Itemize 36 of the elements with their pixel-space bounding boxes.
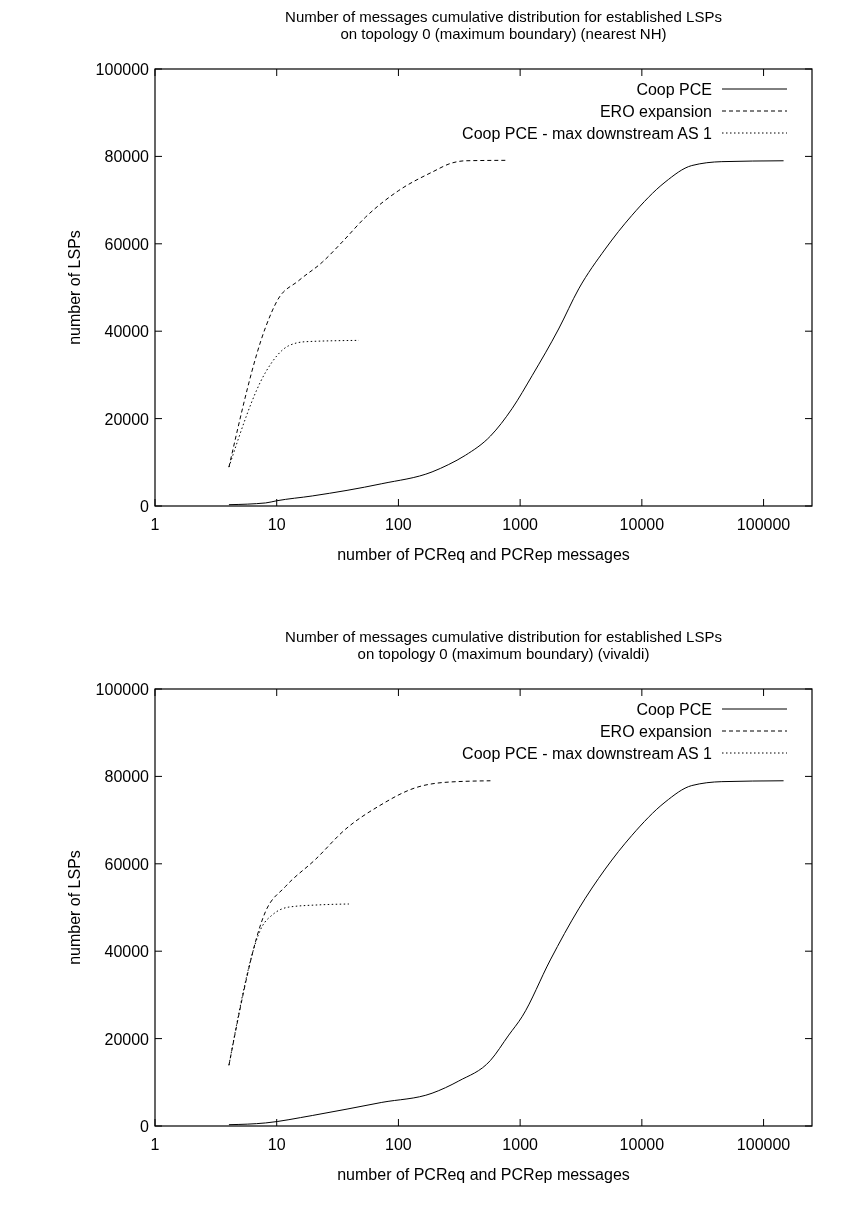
x-tick-label: 1 — [150, 516, 160, 533]
y-tick-label: 100000 — [95, 681, 150, 698]
x-tick-label: 10 — [267, 1136, 286, 1153]
y-tick-label: 80000 — [104, 148, 150, 166]
x-tick-label: 10 — [267, 516, 286, 533]
y-tick-label: 80000 — [104, 768, 150, 786]
x-axis-title: number of PCReq and PCRep messages — [337, 546, 630, 563]
x-tick-label: 100000 — [736, 1136, 791, 1153]
x-tick-label: 10000 — [619, 516, 665, 533]
y-tick-label: 0 — [140, 498, 150, 515]
x-tick-label: 10000 — [619, 1136, 665, 1153]
x-tick-label: 1 — [150, 1136, 160, 1153]
x-tick-label: 1000 — [502, 1136, 539, 1153]
x-tick-label: 1000 — [502, 516, 539, 533]
y-tick-label: 60000 — [104, 235, 150, 253]
legend-label: Coop PCE — [636, 701, 712, 718]
x-tick-label: 100 — [385, 1136, 412, 1153]
y-tick-label: 100000 — [95, 61, 150, 78]
x-tick-label: 100000 — [736, 516, 791, 533]
x-tick-label: 100 — [385, 516, 412, 533]
y-tick-label: 40000 — [104, 943, 150, 961]
legend-label: Coop PCE - max downstream AS 1 — [462, 745, 713, 762]
legend-label: ERO expansion — [599, 723, 712, 740]
chart-title: Number of messages cumulative distribution for established LSPs on topology 0 (maximum boundary) (vivaldi) — [285, 628, 722, 662]
y-tick-label: 20000 — [104, 410, 150, 428]
y-axis-title: number of LSPs — [66, 230, 83, 345]
y-tick-label: 0 — [140, 1118, 150, 1135]
y-tick-label: 20000 — [104, 1030, 150, 1048]
y-tick-label: 60000 — [104, 855, 150, 873]
chart-title: Number of messages cumulative distribution for established LSPs on topology 0 (maximum boundary) (nearest NH) — [285, 8, 722, 42]
y-tick-label: 40000 — [104, 323, 150, 341]
legend-label: ERO expansion — [599, 103, 712, 120]
x-axis-title: number of PCReq and PCRep messages — [337, 1166, 630, 1183]
legend-label: Coop PCE - max downstream AS 1 — [462, 125, 713, 142]
y-axis-title: number of LSPs — [66, 850, 83, 965]
legend-label: Coop PCE — [636, 81, 712, 98]
